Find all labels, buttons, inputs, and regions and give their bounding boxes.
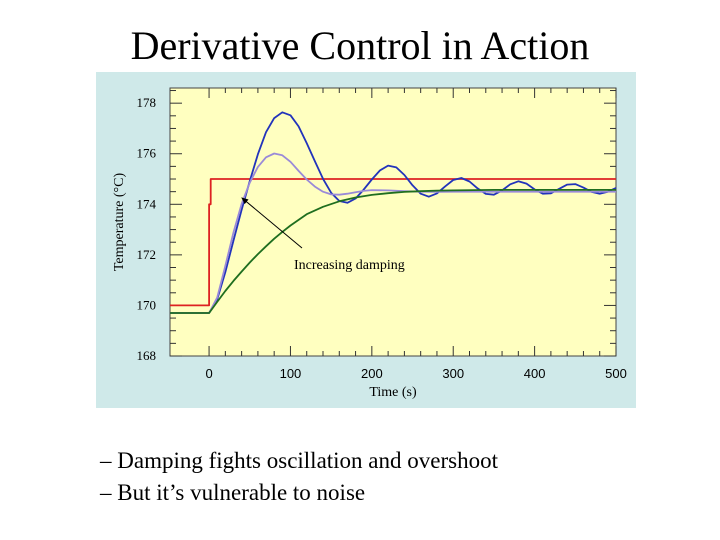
y-tick-label: 172 <box>137 247 157 262</box>
slide-title: Derivative Control in Action <box>130 23 590 68</box>
x-axis-label: Time (s) <box>369 385 417 400</box>
plot-area <box>169 87 617 357</box>
chart-svg: 168 170 172 174 176 178 0 100 200 300 400 500 Incre… <box>112 87 627 400</box>
y-tick-label: 178 <box>137 95 157 110</box>
bullet-list: – Damping fights oscillation and oversho… <box>100 445 498 509</box>
series-line-1 <box>170 111 617 314</box>
y-tick-label: 168 <box>137 348 157 363</box>
y-tick-label: 176 <box>137 146 157 161</box>
y-axis-label: Temperature (°C) <box>112 173 127 272</box>
x-tick-label: 100 <box>280 366 302 381</box>
x-tick-label: 400 <box>524 366 546 381</box>
x-tick-label: 300 <box>442 366 464 381</box>
series-layer <box>170 111 617 314</box>
x-tick-label: 0 <box>205 366 212 381</box>
y-tick-label: 174 <box>137 196 157 211</box>
annotation-arrow <box>241 197 303 249</box>
series-line-3 <box>170 189 616 314</box>
y-tick-label: 170 <box>137 297 157 312</box>
chart-figure: 168 170 172 174 176 178 0 100 200 300 400 500 Incre… <box>96 72 636 408</box>
labels-layer: 168 170 172 174 176 178 0 100 200 300 400 500 <box>137 95 627 381</box>
bullet-noise: – But it’s vulnerable to noise <box>100 480 366 505</box>
x-tick-label: 500 <box>605 366 627 381</box>
bullet-damping: – Damping fights oscillation and oversho… <box>100 448 498 473</box>
x-tick-label: 200 <box>361 366 383 381</box>
annotation-label: Increasing damping <box>294 258 405 273</box>
series-line-0 <box>170 178 616 307</box>
